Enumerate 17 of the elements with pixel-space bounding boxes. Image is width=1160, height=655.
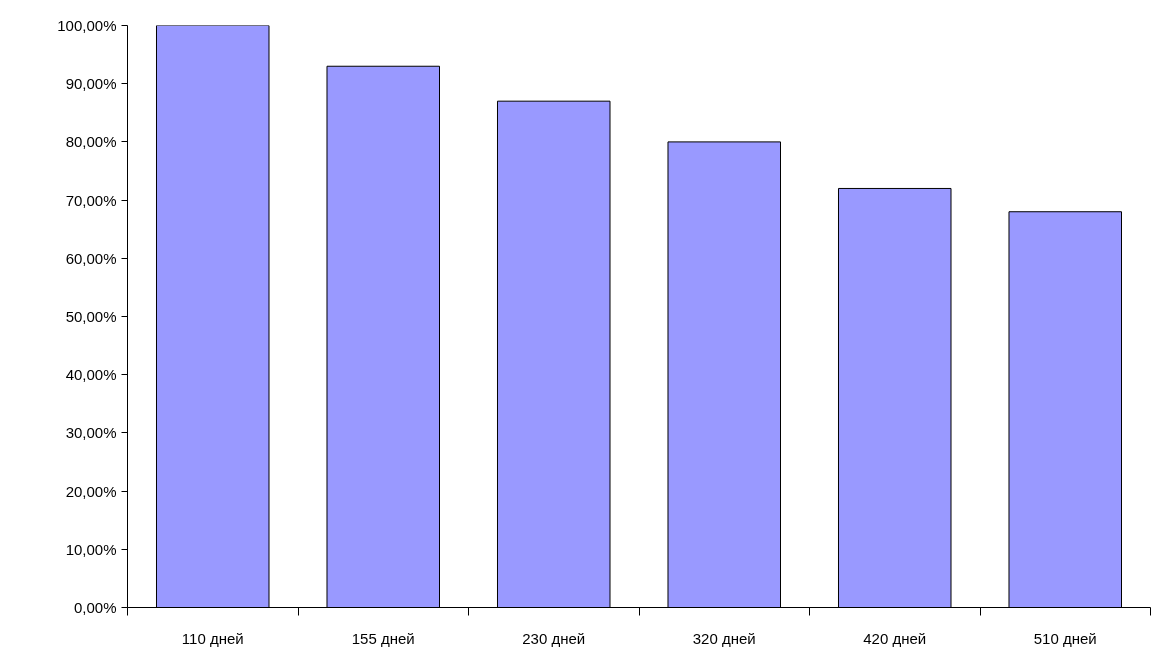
y-tick-label: 0,00% xyxy=(73,599,117,616)
x-tick-label: 320 дней xyxy=(692,629,756,647)
x-tick-label: 510 дней xyxy=(1033,629,1097,647)
y-tick-label: 20,00% xyxy=(65,482,117,500)
y-tick-label: 30,00% xyxy=(65,424,117,442)
y-tick-label: 70,00% xyxy=(65,191,117,209)
y-tick-label: 90,00% xyxy=(65,75,117,93)
x-tick-label: 230 дней xyxy=(522,629,586,647)
x-tick-label: 110 дней xyxy=(181,629,244,647)
y-tick-label: 50,00% xyxy=(65,308,117,325)
y-tick-label: 40,00% xyxy=(65,366,117,384)
y-tick-label: 80,00% xyxy=(65,133,117,151)
y-tick-label: 60,00% xyxy=(65,249,117,267)
x-tick-label: 420 дней xyxy=(863,629,927,647)
y-tick-label: 100,00% xyxy=(57,17,117,34)
x-tick-label: 155 дней xyxy=(351,629,415,647)
y-tick-label: 10,00% xyxy=(65,540,117,558)
